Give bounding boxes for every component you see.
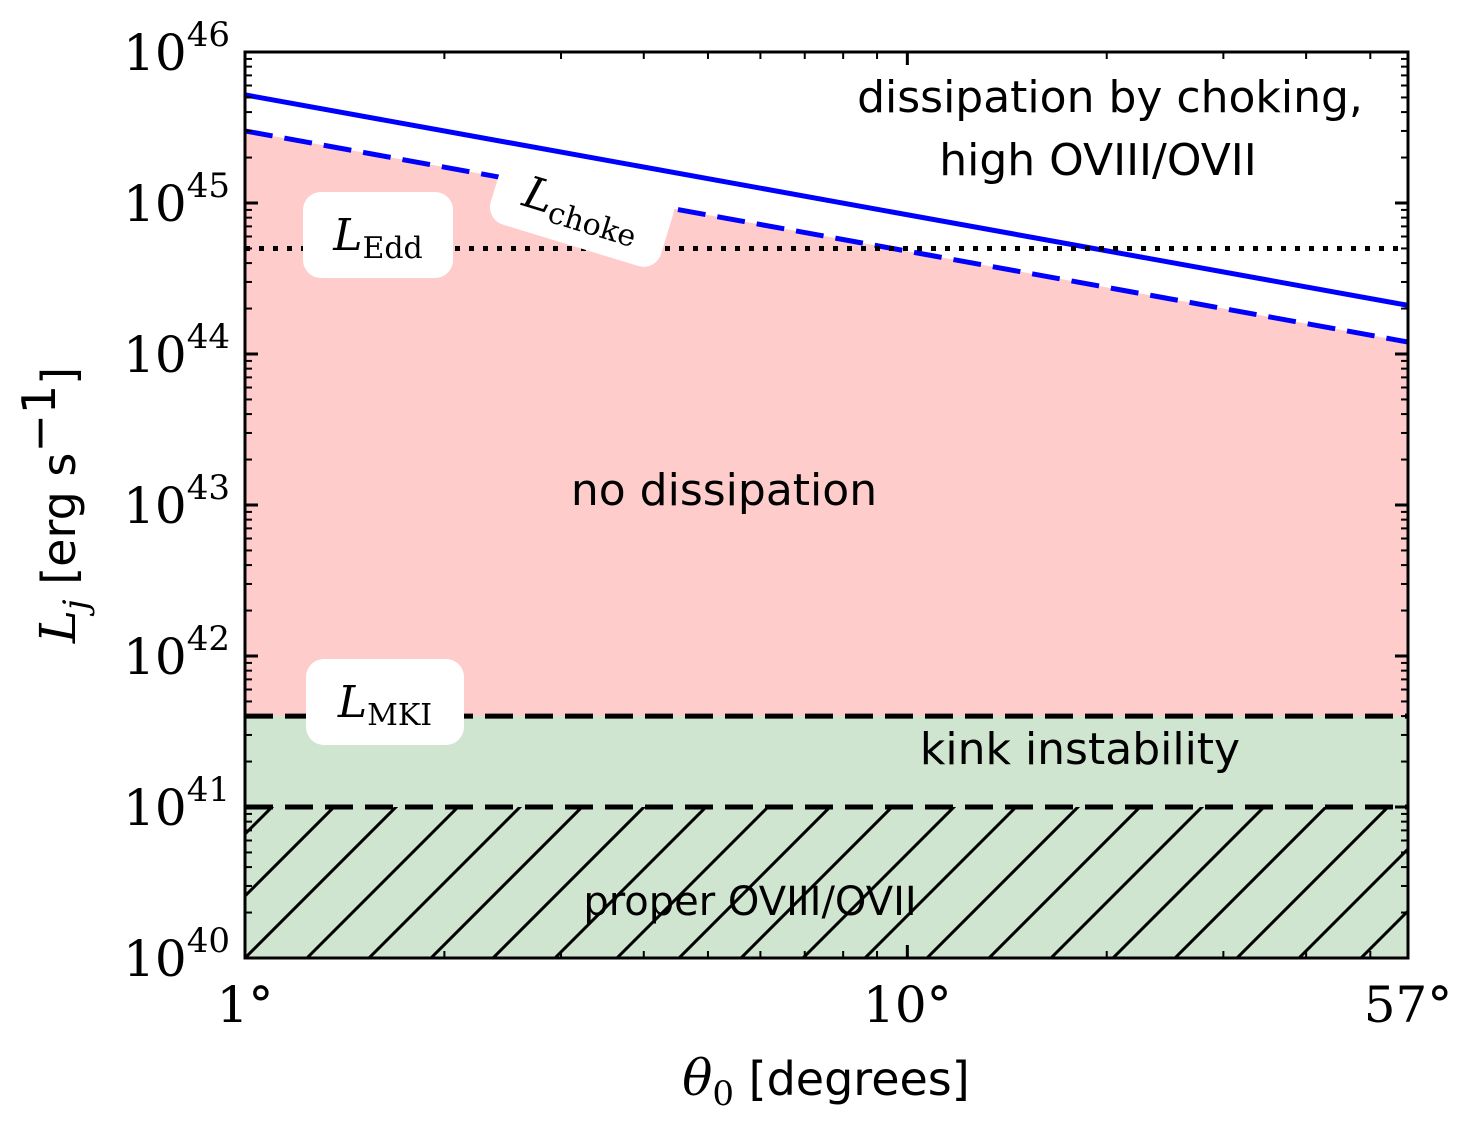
choke-solid-line bbox=[245, 92, 1408, 308]
choke-curve-label-box bbox=[489, 149, 675, 267]
no-dissipation-region bbox=[245, 130, 1408, 717]
y-tick-label: 1043 bbox=[123, 468, 230, 535]
y-axis-title-text: Lj [erg s−1] bbox=[12, 367, 96, 644]
x-tick-label: 1° bbox=[217, 976, 274, 1034]
proper-ratio-label: proper OVIII/OVII bbox=[583, 879, 916, 925]
y-tick-label: 1042 bbox=[123, 619, 230, 686]
choking-label-line2: high OVIII/OVII bbox=[939, 135, 1257, 186]
proper-ratio-hatch bbox=[245, 807, 1408, 958]
eddington-curve-label-box bbox=[303, 192, 453, 278]
choking-label-line1: dissipation by choking, bbox=[857, 72, 1363, 123]
y-tick-label: 1044 bbox=[123, 317, 230, 384]
x-tick-label: 10° bbox=[863, 976, 952, 1034]
mki-curve-label: LMKI bbox=[306, 659, 464, 745]
mki-curve-label-box bbox=[306, 659, 464, 745]
eddington-curve-label: LEdd bbox=[303, 192, 453, 278]
no-dissipation-label: no dissipation bbox=[571, 465, 877, 516]
y-axis-title: Lj [erg s−1] bbox=[12, 367, 96, 644]
y-tick-label: 1041 bbox=[123, 770, 230, 837]
y-tick-label: 1046 bbox=[123, 15, 230, 82]
choke-dashed-line bbox=[245, 128, 1408, 345]
mki-curve-label-text: LMKI bbox=[337, 677, 432, 733]
y-tick-label: 1040 bbox=[123, 921, 230, 988]
kink-instability-label: kink instability bbox=[920, 724, 1240, 775]
eddington-curve-label-text: LEdd bbox=[332, 210, 423, 266]
y-tick-label: 1045 bbox=[123, 166, 230, 233]
x-tick-label: 57° bbox=[1364, 976, 1453, 1034]
x-axis-title: θ0 [degrees] bbox=[682, 1049, 969, 1114]
